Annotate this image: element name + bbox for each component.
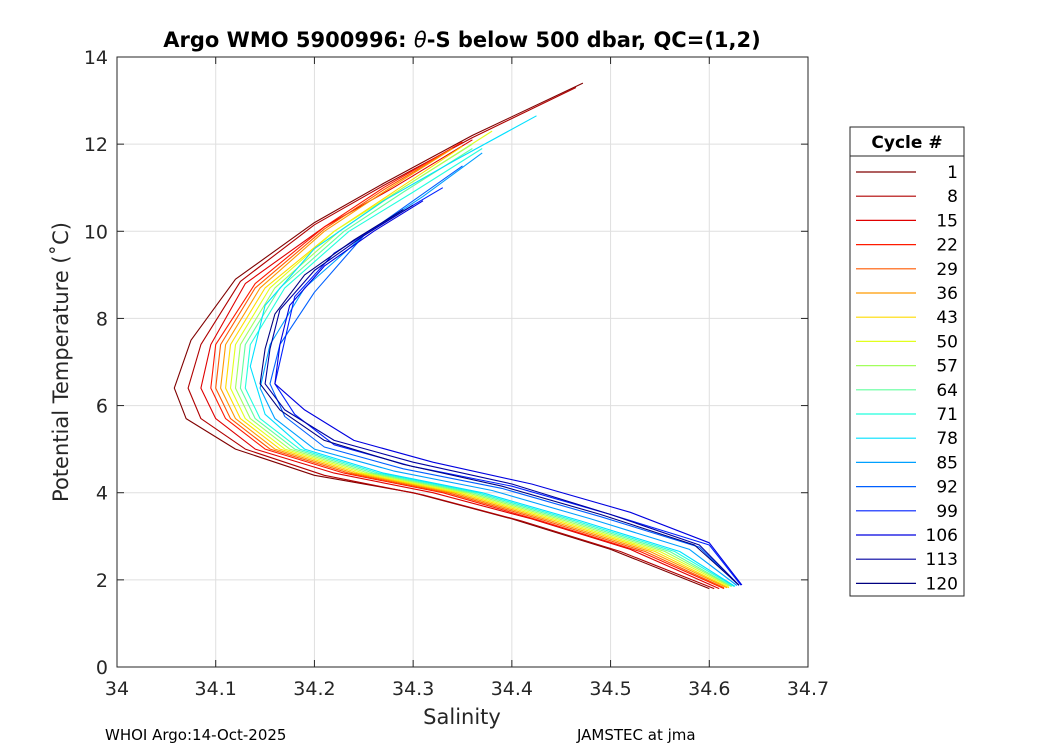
series-line-cycle-113: [264, 204, 740, 586]
legend-box: [849, 126, 965, 597]
x-tick-label: 34.1: [195, 678, 237, 700]
legend-label: 43: [936, 308, 958, 328]
legend-label: 113: [926, 550, 958, 570]
series-line-cycle-15: [200, 139, 720, 590]
footer-right: JAMSTEC at jma: [576, 726, 696, 744]
series-line-cycle-78: [249, 115, 736, 587]
legend-label: 71: [936, 405, 958, 425]
legend-title: Cycle #: [871, 133, 942, 153]
legend-label: 50: [936, 332, 958, 352]
series-line-cycle-36: [220, 148, 728, 589]
x-axis-ticks: 34 34.1 34.2 34.3 34.4 34.5 34.6 34.7: [105, 57, 829, 700]
series-line-cycle-92: [269, 165, 740, 586]
x-tick-label: 34.5: [589, 678, 631, 700]
x-tick-label: 34: [105, 678, 129, 700]
legend-label: 85: [936, 453, 958, 473]
legend-label: 120: [926, 574, 958, 594]
legend-label: 8: [947, 187, 958, 207]
y-tick-label: 6: [96, 396, 108, 418]
y-tick-label: 12: [84, 134, 108, 156]
series-line-cycle-120: [259, 209, 740, 586]
y-tick-label: 14: [84, 47, 108, 69]
legend-label: 29: [936, 260, 958, 280]
series-line-cycle-64: [239, 148, 733, 587]
legend-label: 64: [936, 381, 958, 401]
x-tick-label: 34.7: [787, 678, 829, 700]
series-line-cycle-57: [234, 143, 732, 587]
chart-title: Argo WMO 5900996: θ-S below 500 dbar, QC…: [163, 28, 760, 52]
y-tick-label: 4: [96, 483, 108, 505]
y-tick-label: 2: [96, 570, 108, 592]
series-line-cycle-50: [229, 130, 730, 587]
grid: [117, 57, 808, 667]
plot-area-frame: [116, 56, 809, 668]
series-line-cycle-99: [274, 187, 742, 586]
series-line-cycle-106: [274, 200, 743, 586]
legend-label: 15: [936, 211, 958, 231]
legend-label: 22: [936, 236, 958, 256]
y-axis-ticks: 0 2 4 6 8 10 12 14: [84, 47, 808, 679]
legend-label: 106: [926, 526, 958, 546]
legend-label: 99: [936, 502, 958, 522]
x-axis-label: Salinity: [423, 705, 501, 729]
series-line-cycle-85: [259, 152, 738, 586]
legend-label: 36: [936, 284, 958, 304]
x-tick-label: 34.2: [293, 678, 335, 700]
x-tick-label: 34.6: [688, 678, 730, 700]
y-tick-label: 10: [84, 221, 108, 243]
legend-label: 57: [936, 357, 958, 377]
footer-left: WHOI Argo:14-Oct-2025: [105, 726, 286, 744]
y-tick-label: 0: [96, 657, 108, 679]
x-tick-label: 34.4: [491, 678, 533, 700]
legend-label: 92: [936, 478, 958, 498]
series-line-cycle-22: [210, 141, 725, 590]
legend: Cycle # 18152229364350576471788592991061…: [849, 126, 965, 597]
legend-label: 78: [936, 429, 958, 449]
legend-entries: 1 8 15 22 29 36 43 50 57 64 71 78 85 92 99 106 113 120: [856, 163, 958, 594]
x-tick-label: 34.3: [392, 678, 434, 700]
y-axis-label: Potential Temperature (˚C): [49, 222, 73, 502]
series-line-cycle-8: [187, 87, 715, 590]
data-series: [173, 82, 743, 590]
series-line-cycle-71: [244, 148, 735, 587]
y-tick-label: 8: [96, 308, 108, 330]
series-line-cycle-29: [215, 148, 725, 589]
legend-label: 1: [947, 163, 958, 183]
